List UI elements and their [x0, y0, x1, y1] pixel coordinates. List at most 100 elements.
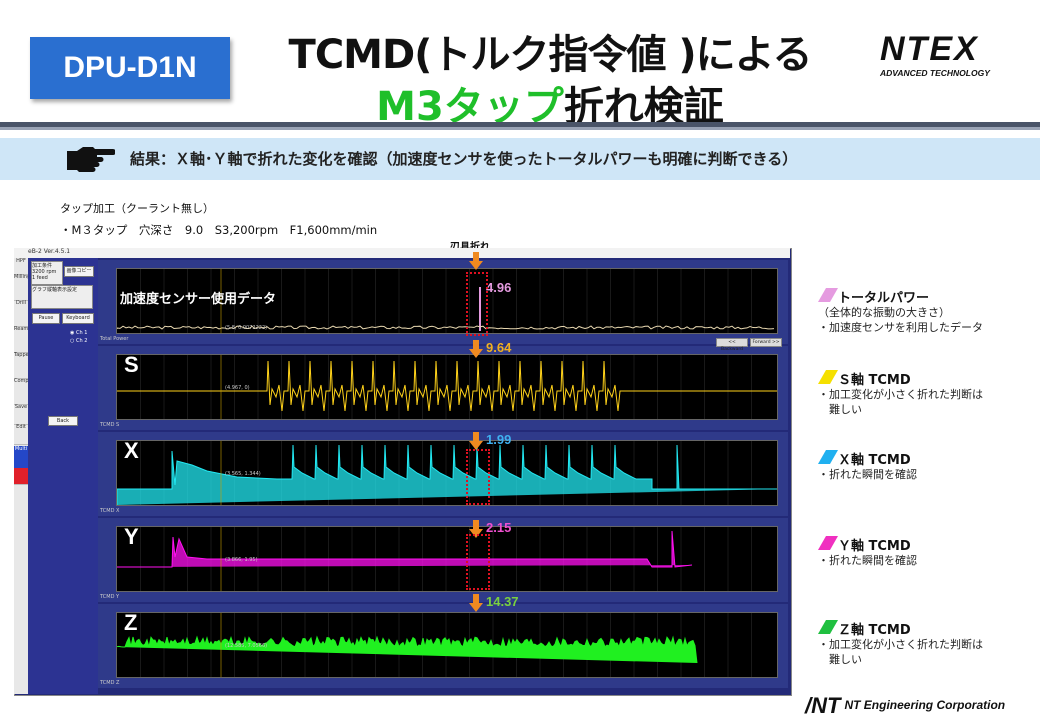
accelerometer-label: 加速度センサー使用データ	[120, 292, 277, 307]
legend-title: Ｙ軸 TCMD	[838, 539, 911, 554]
tab-hpf[interactable]: HPF	[14, 258, 28, 275]
y-axis-footer-label: TCMD Y	[100, 594, 120, 600]
copy-image-button[interactable]: 画像コピー	[64, 266, 94, 277]
legend-title: Ｚ軸 TCMD	[838, 623, 911, 638]
radio-ch1-label: Ch 1	[75, 330, 88, 336]
product-badge: DPU-D1N	[30, 37, 230, 99]
tab-drill[interactable]: Drill	[14, 300, 28, 327]
break-highlight-box	[466, 272, 488, 336]
axis-setting-box: グラフ縦軸表示設定	[31, 285, 93, 309]
z-axis-break-value: 14.37	[486, 594, 519, 609]
cursor-readout: (3.565, 1.344)	[225, 471, 261, 477]
x-axis-signal-trace	[117, 444, 777, 505]
axis-setting-title: グラフ縦軸表示設定	[32, 287, 78, 293]
footer-company: /NT NT Engineering Corporation	[805, 693, 1005, 719]
cursor-readout: (3.866, 1.95)	[225, 557, 258, 563]
y-axis-signal-svg	[117, 527, 752, 591]
radio-ch1[interactable]: ◉ Ch 1	[70, 330, 88, 336]
break-arrow-icon	[469, 594, 483, 612]
break-arrow-icon	[469, 520, 483, 538]
result-banner	[0, 138, 1040, 180]
radio-ch2[interactable]: ○ Ch 2	[70, 338, 88, 344]
tab-milling[interactable]: Milling	[14, 274, 28, 301]
total-power-footer-label: Total Power	[100, 336, 129, 342]
s-axis-signal-trace	[117, 360, 777, 412]
break-arrow-icon	[469, 340, 483, 358]
company-logo: NTEX	[880, 30, 979, 68]
legend-swatch-icon	[818, 450, 838, 464]
legend-title: トータルパワー	[838, 291, 930, 306]
machining-condition-title: タップ加工（クーラント無し）	[60, 202, 214, 215]
y-axis-signal-trace	[117, 530, 693, 568]
x-axis-footer-label: TCMD X	[100, 508, 120, 514]
legend-description: ・加工変化が小さく折れた判断は 難しい	[818, 638, 983, 666]
tab-alert[interactable]	[14, 468, 28, 485]
tab-tapper[interactable]: Tapper	[14, 352, 28, 379]
header-divider-light	[0, 127, 1040, 130]
cursor-readout: (4.967, 0)	[225, 385, 250, 391]
x-axis-channel-letter: X	[124, 438, 139, 463]
tab-edit[interactable]: Edit	[14, 424, 28, 445]
y-axis-break-value: 2.15	[486, 520, 512, 535]
machining-condition-detail: ・M３タップ 穴深さ 9.0 S3,200rpm F1,600mm/min	[60, 223, 378, 237]
legend-swatch-icon	[818, 288, 838, 302]
pointing-hand-icon	[67, 147, 115, 172]
page-title-line1: TCMD(トルク指令値 )による	[288, 32, 813, 78]
legend-description: ・折れた瞬間を確認	[818, 554, 917, 567]
legend-title: Ｘ軸 TCMD	[838, 453, 911, 468]
control-panel: 加工条件 3200 rpm 1 feed 画像コピー グラフ縦軸表示設定 Pau…	[28, 258, 98, 694]
break-arrow-icon	[469, 252, 483, 270]
legend-description: ・加工変化が小さく折れた判断は 難しい	[818, 388, 983, 416]
cursor-readout: (12.585, 7.0566)	[225, 643, 268, 649]
x-axis-break-value: 1.99	[486, 432, 512, 447]
condition-rpm: 3200 rpm	[32, 269, 57, 275]
condition-title: 加工条件	[32, 263, 53, 269]
break-arrow-icon	[469, 432, 483, 450]
x-axis-signal-svg	[117, 441, 777, 505]
condition-box: 加工条件 3200 rpm 1 feed	[31, 261, 63, 285]
legend-swatch-icon	[818, 620, 838, 634]
pause-button[interactable]: Pause	[32, 313, 60, 324]
app-titlebar: eB-2 Ver.4.5.1	[14, 248, 790, 258]
legend-description: （全体的な振動の大きさ） ・加速度センサを利用したデータ	[818, 306, 983, 334]
tool-break-label: 刃具折れ	[450, 238, 490, 253]
break-highlight-box	[466, 449, 490, 505]
y-axis-channel-letter: Y	[124, 524, 139, 549]
legend-swatch-icon	[818, 536, 838, 550]
z-axis-footer-label: TCMD Z	[100, 680, 120, 686]
legend-swatch-icon	[818, 370, 838, 384]
result-text: 結果：Ｘ軸･Ｙ軸で折れた変化を確認（加速度センサを使ったトータルパワーも明確に判…	[130, 150, 798, 168]
condition-feed: 1 feed	[32, 275, 48, 281]
z-axis-plot: (12.585, 7.0566)	[116, 612, 778, 678]
legend-title: Ｓ軸 TCMD	[838, 373, 911, 388]
company-logo-subtitle: ADVANCED TECHNOLOGY	[880, 68, 990, 78]
s-axis-plot: (4.967, 0)	[116, 354, 778, 420]
tab-save[interactable]: Save	[14, 404, 28, 425]
s-axis-channel-letter: S	[124, 352, 139, 377]
app-title: eB-2 Ver.4.5.1	[28, 248, 71, 255]
keyboard-button[interactable]: Keyboard	[62, 313, 94, 324]
total-power-signal-trace	[117, 325, 775, 330]
break-highlight-box	[466, 534, 490, 590]
tab-multi[interactable]: Multi	[14, 446, 28, 469]
z-axis-channel-letter: Z	[124, 610, 138, 635]
nt-logo-icon: /NT	[805, 693, 841, 718]
total-power-signal-svg	[117, 269, 775, 333]
total-power-break-value: 4.96	[486, 280, 512, 295]
radio-ch2-label: Ch 2	[75, 338, 88, 344]
y-axis-plot: (3.866, 1.95)	[116, 526, 778, 592]
forward-button[interactable]: Forward >>	[750, 338, 782, 347]
footer-company-name: NT Engineering Corporation	[844, 698, 1006, 713]
back-button[interactable]: Back	[48, 416, 78, 426]
tab-compare[interactable]: Compare	[14, 378, 28, 405]
legend-description: ・折れた瞬間を確認	[818, 468, 917, 481]
s-axis-signal-svg	[117, 355, 777, 419]
total-power-plot: (5.8, 0.0072222)	[116, 268, 778, 334]
header-divider	[0, 122, 1040, 127]
z-axis-signal-trace	[117, 635, 698, 664]
s-axis-footer-label: TCMD S	[100, 422, 120, 428]
side-tab-bar: HPF Milling Drill Reamer Tapper Compare …	[14, 258, 28, 694]
tab-reamer[interactable]: Reamer	[14, 326, 28, 353]
backward-button[interactable]: << Backward	[716, 338, 748, 352]
s-axis-break-value: 9.64	[486, 340, 512, 355]
